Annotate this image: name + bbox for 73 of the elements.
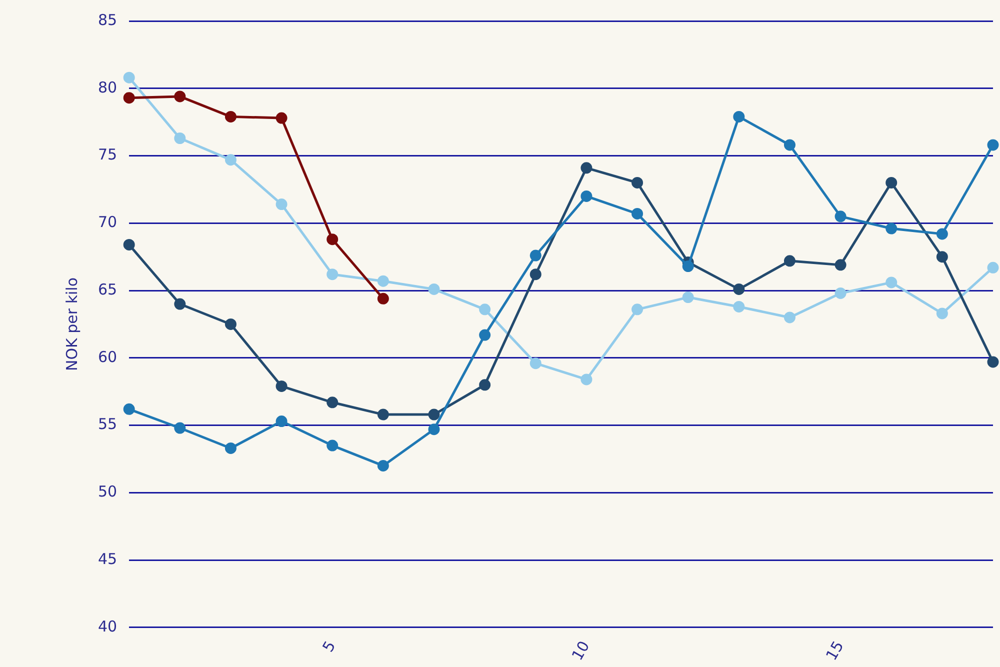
point [530, 268, 542, 280]
point [428, 424, 440, 436]
point [123, 403, 135, 415]
point [326, 234, 338, 246]
point [936, 251, 948, 263]
point [224, 154, 236, 166]
point [784, 255, 796, 267]
point [530, 358, 542, 370]
point [936, 228, 948, 240]
y-tick-label: 40 [98, 617, 118, 636]
point [936, 308, 948, 320]
point [276, 416, 288, 428]
point [174, 90, 186, 102]
y-axis-title: NOK per kilo [62, 277, 81, 371]
point [276, 380, 288, 392]
y-tick-label: 50 [98, 482, 118, 501]
point [733, 283, 745, 295]
y-tick-label: 55 [98, 415, 118, 434]
point [580, 162, 592, 174]
point [377, 460, 389, 472]
point [479, 329, 491, 341]
point [632, 208, 644, 220]
point [326, 396, 338, 408]
point [987, 262, 999, 274]
point [733, 110, 745, 122]
point [580, 190, 592, 202]
point [886, 176, 898, 188]
point [784, 139, 796, 151]
point [224, 318, 236, 330]
point [632, 304, 644, 316]
point [428, 408, 440, 420]
point [174, 298, 186, 310]
point [377, 292, 389, 304]
y-tick-label: 60 [98, 348, 118, 366]
x-tick-label: 5 [318, 638, 340, 656]
point [479, 379, 491, 391]
x-tick-label: 10 [568, 638, 594, 664]
point [224, 110, 236, 122]
point [834, 210, 846, 222]
y-tick-label: 80 [98, 78, 118, 96]
point [682, 260, 694, 272]
point [886, 222, 898, 234]
point [580, 374, 592, 386]
point [377, 408, 389, 420]
point [224, 442, 236, 454]
point [123, 92, 135, 104]
y-tick-label: 85 [98, 10, 118, 29]
point [682, 292, 694, 304]
point [834, 259, 846, 271]
point [326, 268, 338, 280]
y-tick-label: 70 [98, 213, 118, 232]
point [987, 139, 999, 151]
point [123, 72, 135, 84]
x-tick-label: 15 [822, 638, 848, 664]
point [276, 112, 288, 124]
point [632, 176, 644, 188]
point [174, 132, 186, 144]
point [377, 275, 389, 287]
point [276, 198, 288, 210]
point [123, 238, 135, 250]
point [733, 300, 745, 312]
point [834, 287, 846, 299]
point [987, 356, 999, 368]
y-tick-label: 65 [98, 280, 118, 298]
point [784, 312, 796, 324]
y-tick-label: 45 [98, 550, 118, 568]
point [479, 304, 491, 316]
point [174, 422, 186, 434]
point [326, 440, 338, 452]
point [530, 250, 542, 262]
y-tick-label: 75 [98, 146, 118, 164]
point [886, 276, 898, 288]
point [428, 283, 440, 295]
